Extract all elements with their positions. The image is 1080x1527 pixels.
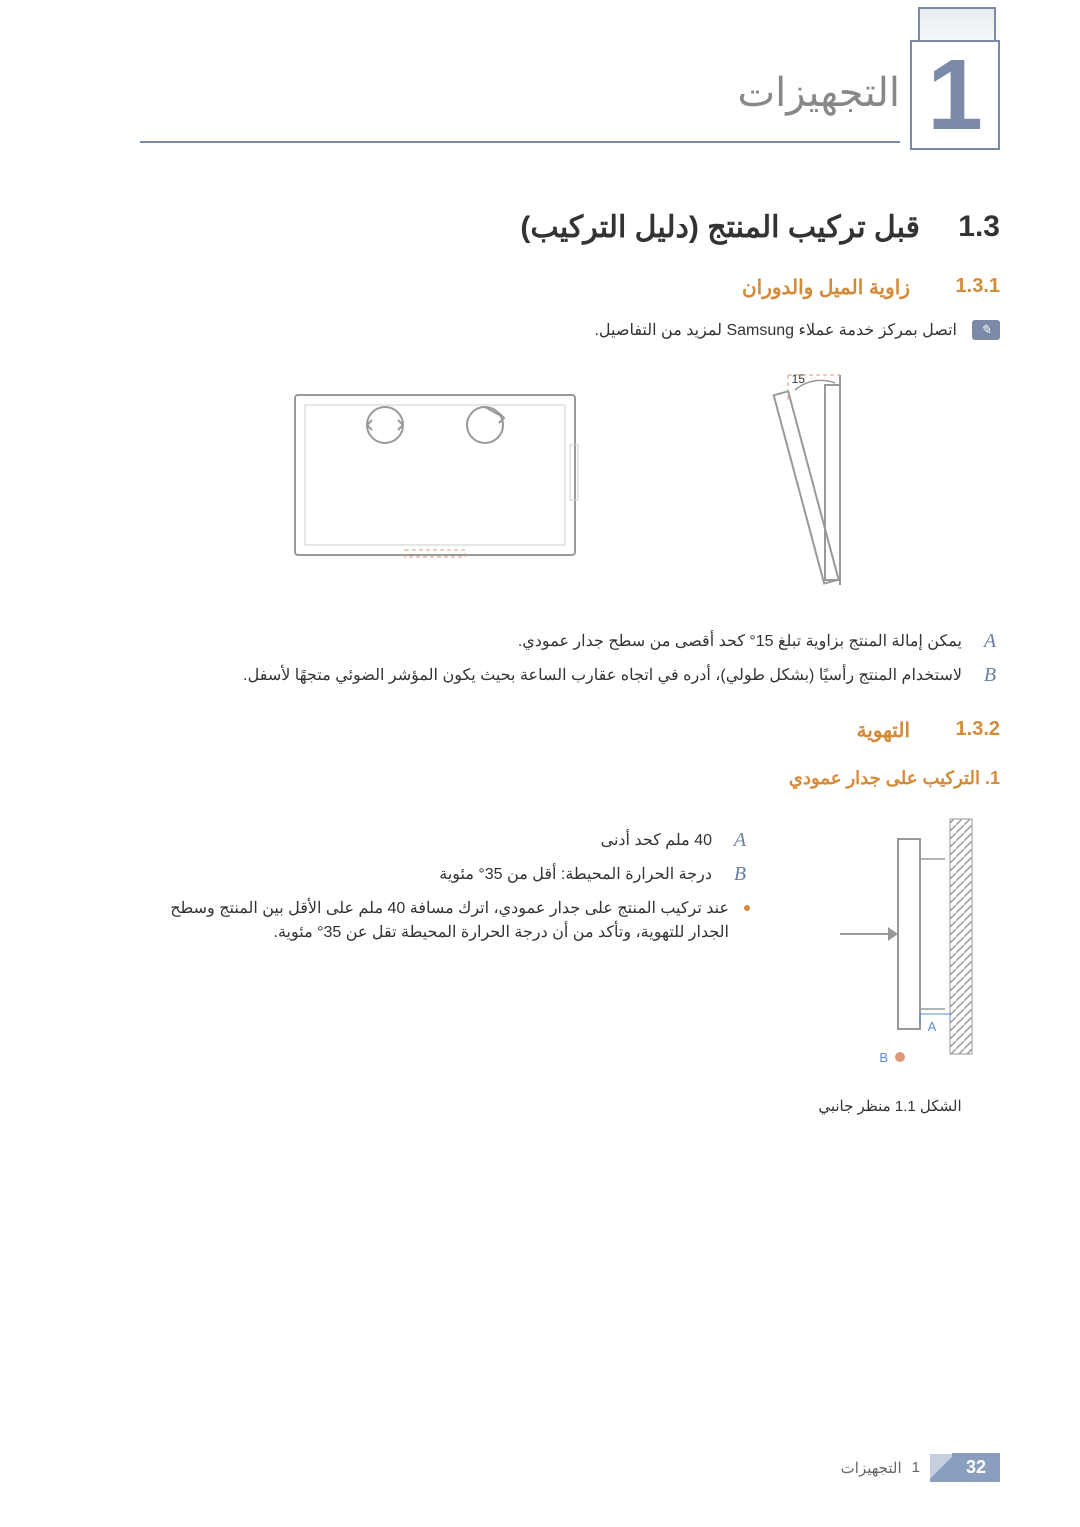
chapter-tab xyxy=(918,7,996,40)
subsection-1-title: زاوية الميل والدوران xyxy=(742,275,910,300)
figure-label-a: A xyxy=(928,1019,937,1034)
page-footer: 32 1 التجهيزات xyxy=(841,1453,1000,1482)
bullet-row: عند تركيب المنتج على جدار عمودي، اترك مس… xyxy=(140,897,750,945)
letter-b-text: لاستخدام المنتج رأسيًا (بشكل طولي)، أدره… xyxy=(140,664,962,688)
note-row: ✎ اتصل بمركز خدمة عملاء Samsung لمزيد من… xyxy=(140,320,1000,340)
rotation-diagram-svg xyxy=(245,365,605,595)
note-icon: ✎ xyxy=(972,320,1000,340)
subsection-1-number: 1.3.1 xyxy=(940,275,1000,300)
ventilation-layout: A B الشكل 1.1 منظر جانبي A 40 ملم كحد أد… xyxy=(140,809,1000,1115)
vent-letter-a: A xyxy=(730,829,750,852)
chapter-number-box: 1 xyxy=(910,40,1000,150)
section-title: قبل تركيب المنتج (دليل التركيب) xyxy=(520,210,920,245)
ventilation-figure: A B الشكل 1.1 منظر جانبي xyxy=(780,809,1000,1115)
figure-caption: الشكل 1.1 منظر جانبي xyxy=(780,1097,1000,1115)
letter-a: A xyxy=(980,630,1000,653)
subsection-2-heading: 1.3.2 التهوية xyxy=(140,718,1000,743)
footer-deco xyxy=(930,1454,952,1482)
letter-a-text: يمكن إمالة المنتج بزاوية تبلغ 15° كحد أق… xyxy=(140,630,962,654)
subsub-heading: 1. التركيب على جدار عمودي xyxy=(140,768,1000,789)
vent-b-text: درجة الحرارة المحيطة: أقل من 35° مئوية xyxy=(140,863,712,887)
subsection-2-number: 1.3.2 xyxy=(940,718,1000,743)
bullet-icon xyxy=(744,905,750,911)
vent-b-row: B درجة الحرارة المحيطة: أقل من 35° مئوية xyxy=(140,863,750,887)
footer-chapter-title: التجهيزات xyxy=(841,1459,902,1477)
ventilation-text: A 40 ملم كحد أدنى B درجة الحرارة المحيطة… xyxy=(140,809,750,953)
tilt-angle-label: 15 xyxy=(792,372,806,386)
note-text: اتصل بمركز خدمة عملاء Samsung لمزيد من ا… xyxy=(594,320,957,340)
subsection-2-title: التهوية xyxy=(856,718,910,743)
page-number: 32 xyxy=(952,1453,1000,1482)
section-heading: 1.3 قبل تركيب المنتج (دليل التركيب) xyxy=(140,210,1000,245)
bullet-text: عند تركيب المنتج على جدار عمودي، اترك مس… xyxy=(140,897,729,945)
side-view-svg: A B xyxy=(780,809,1000,1089)
footer-chapter-num: 1 xyxy=(912,1459,920,1476)
letter-b-row: B لاستخدام المنتج رأسيًا (بشكل طولي)، أد… xyxy=(140,664,1000,688)
chapter-title: التجهيزات xyxy=(140,70,900,143)
vent-a-text: 40 ملم كحد أدنى xyxy=(140,829,712,853)
chapter-number: 1 xyxy=(927,45,983,145)
section-number: 1.3 xyxy=(950,210,1000,245)
letter-b: B xyxy=(980,664,1000,687)
letter-a-row: A يمكن إمالة المنتج بزاوية تبلغ 15° كحد … xyxy=(140,630,1000,654)
chapter-header: 1 التجهيزات xyxy=(140,40,1000,150)
subsection-1-heading: 1.3.1 زاوية الميل والدوران xyxy=(140,275,1000,300)
tilt-diagram-svg: 15 xyxy=(675,365,895,595)
vent-letter-b: B xyxy=(730,863,750,886)
figure-label-b: B xyxy=(879,1050,888,1065)
tilt-rotation-diagram: 15 xyxy=(245,365,895,605)
vent-a-row: A 40 ملم كحد أدنى xyxy=(140,829,750,853)
